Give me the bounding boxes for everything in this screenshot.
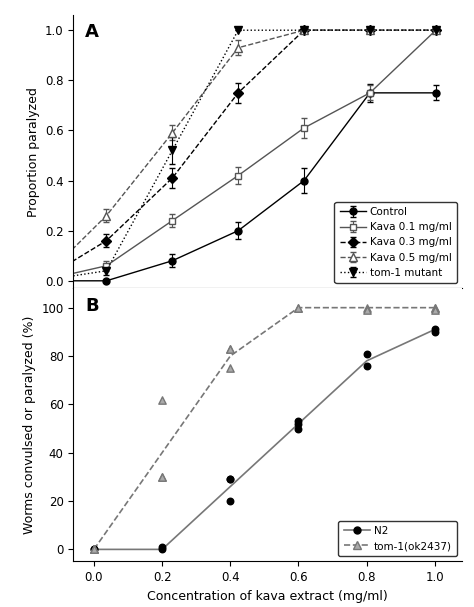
Point: [295, 424, 302, 433]
Point: [90, 544, 98, 554]
Point: [158, 472, 166, 482]
Y-axis label: Worms convulsed or paralyzed (%): Worms convulsed or paralyzed (%): [23, 316, 36, 534]
X-axis label: Minutes after exposure: Minutes after exposure: [196, 317, 340, 330]
Point: [295, 419, 302, 429]
Point: [295, 416, 302, 426]
Point: [363, 361, 371, 370]
Legend: N2, tom-1(ok2437): N2, tom-1(ok2437): [338, 521, 457, 556]
Text: A: A: [85, 23, 99, 41]
Point: [431, 303, 438, 313]
Point: [90, 544, 98, 554]
Legend: Control, Kava 0.1 mg/ml, Kava 0.3 mg/ml, Kava 0.5 mg/ml, tom-1 mutant: Control, Kava 0.1 mg/ml, Kava 0.3 mg/ml,…: [335, 202, 457, 283]
Point: [295, 303, 302, 313]
Point: [227, 344, 234, 354]
Point: [431, 325, 438, 334]
Point: [363, 305, 371, 315]
Point: [363, 303, 371, 313]
Point: [90, 544, 98, 554]
Point: [363, 349, 371, 359]
Point: [227, 475, 234, 484]
Point: [227, 496, 234, 506]
Point: [158, 544, 166, 554]
Point: [431, 305, 438, 315]
Text: B: B: [85, 297, 99, 314]
Point: [90, 544, 98, 554]
Point: [295, 303, 302, 313]
Point: [158, 395, 166, 404]
Point: [227, 363, 234, 373]
Point: [158, 542, 166, 552]
Point: [227, 344, 234, 354]
Point: [158, 472, 166, 482]
Point: [431, 327, 438, 337]
Point: [227, 475, 234, 484]
Y-axis label: Proportion paralyzed: Proportion paralyzed: [27, 87, 39, 217]
Point: [431, 303, 438, 313]
X-axis label: Concentration of kava extract (mg/ml): Concentration of kava extract (mg/ml): [147, 590, 388, 603]
Point: [90, 544, 98, 554]
